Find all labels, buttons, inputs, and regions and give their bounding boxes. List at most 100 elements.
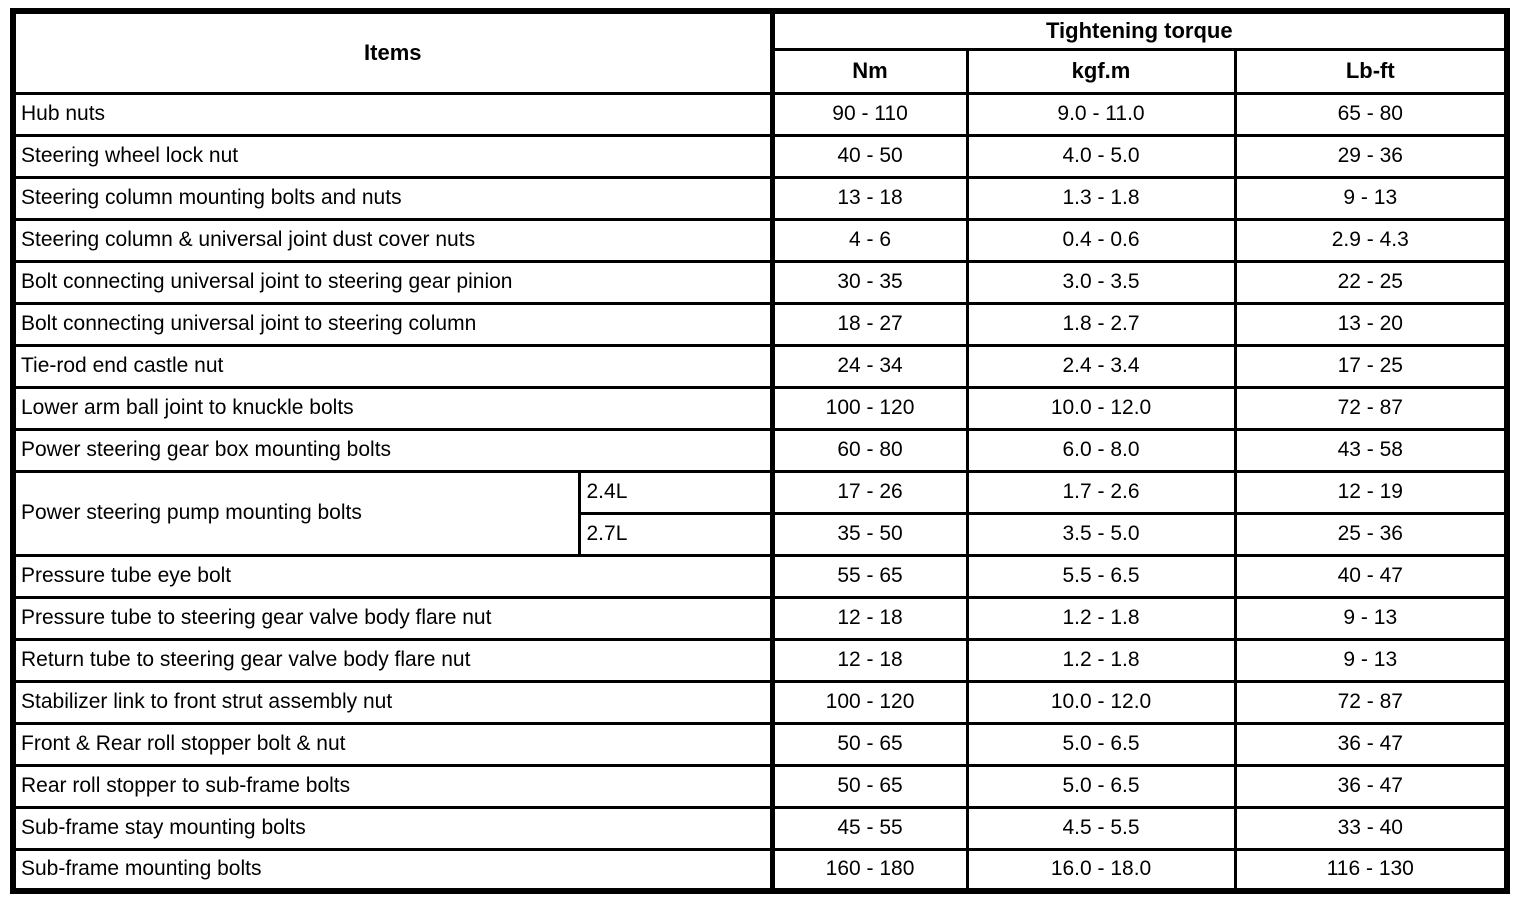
nm-value-cell: 4 - 6 [769,217,969,263]
header-row-units: Nm kgf.m Lb-ft [13,47,1509,95]
table-row: Lower arm ball joint to knuckle bolts 10… [11,385,1509,431]
nm-value-cell: 50 - 65 [769,721,969,767]
table-row: Return tube to steering gear valve body … [11,637,1509,683]
item-cell: Return tube to steering gear valve body … [11,637,774,683]
table-row: Sub-frame mounting bolts 160 - 180 16.0 … [11,847,1509,893]
nm-value-cell: 30 - 35 [769,259,969,305]
nm-value-cell: 100 - 120 [769,385,969,431]
kgfm-value-cell: 1.2 - 1.8 [965,637,1237,683]
lbft-value-cell: 12 - 19 [1233,469,1509,515]
kgfm-value-cell: 4.5 - 5.5 [965,805,1237,851]
item-cell: Rear roll stopper to sub-frame bolts [11,763,774,809]
table-row: Rear roll stopper to sub-frame bolts 50 … [11,763,1509,809]
nm-value-cell: 18 - 27 [769,301,969,347]
nm-value-cell: 50 - 65 [769,763,969,809]
kgfm-value-cell: 10.0 - 12.0 [965,385,1237,431]
kgfm-value-cell: 1.7 - 2.6 [965,469,1237,515]
item-cell: Hub nuts [11,91,774,137]
nm-value-cell: 160 - 180 [769,847,969,893]
table-row: Bolt connecting universal joint to steer… [11,301,1509,347]
nm-value-cell: 60 - 80 [769,427,969,473]
lbft-value-cell: 29 - 36 [1233,133,1509,179]
torque-spec-table: Items Tightening torque Nm kgf.m Lb-ft H… [10,8,1511,894]
lbft-value-cell: 33 - 40 [1233,805,1509,851]
item-cell: Steering wheel lock nut [11,133,774,179]
lbft-value-cell: 25 - 36 [1233,511,1509,557]
nm-value-cell: 24 - 34 [769,343,969,389]
unit-header-lbft: Lb-ft [1233,47,1509,95]
item-cell: Power steering gear box mounting bolts [11,427,774,473]
table-row: Bolt connecting universal joint to steer… [11,259,1509,305]
item-cell: Steering column mounting bolts and nuts [11,175,774,221]
table-row: Sub-frame stay mounting bolts 45 - 55 4.… [11,805,1509,851]
kgfm-value-cell: 1.2 - 1.8 [965,595,1237,641]
table-row: Steering wheel lock nut 40 - 50 4.0 - 5.… [11,133,1509,179]
nm-value-cell: 35 - 50 [769,511,969,557]
lbft-value-cell: 40 - 47 [1233,553,1509,599]
item-cell: Steering column & universal joint dust c… [11,217,774,263]
item-cell: Tie-rod end castle nut [11,343,774,389]
nm-value-cell: 45 - 55 [769,805,969,851]
lbft-value-cell: 116 - 130 [1233,847,1509,893]
lbft-value-cell: 65 - 80 [1233,91,1509,137]
lbft-value-cell: 9 - 13 [1233,637,1509,683]
items-column-header: Items [11,9,774,95]
kgfm-value-cell: 1.3 - 1.8 [965,175,1237,221]
nm-value-cell: 17 - 26 [769,469,969,515]
item-cell: Sub-frame mounting bolts [11,847,774,893]
lbft-value-cell: 36 - 47 [1233,763,1509,809]
lbft-value-cell: 72 - 87 [1233,385,1509,431]
engine-variant-cell: 2.4L [577,469,774,515]
nm-value-cell: 13 - 18 [769,175,969,221]
table-row: Stabilizer link to front strut assembly … [11,679,1509,725]
item-cell: Bolt connecting universal joint to steer… [11,259,774,305]
nm-value-cell: 100 - 120 [769,679,969,725]
kgfm-value-cell: 9.0 - 11.0 [965,91,1237,137]
table-row: Pressure tube eye bolt 55 - 65 5.5 - 6.5… [11,553,1509,599]
lbft-value-cell: 13 - 20 [1233,301,1509,347]
nm-value-cell: 55 - 65 [769,553,969,599]
table-row: Hub nuts 90 - 110 9.0 - 11.0 65 - 80 [11,91,1509,137]
table-row: Tie-rod end castle nut 24 - 34 2.4 - 3.4… [11,343,1509,389]
item-cell: Bolt connecting universal joint to steer… [11,301,774,347]
lbft-value-cell: 17 - 25 [1233,343,1509,389]
unit-header-kgfm: kgf.m [965,47,1237,95]
table-row: Front & Rear roll stopper bolt & nut 50 … [11,721,1509,767]
table-row: Power steering pump mounting bolts 2.4L … [11,469,1509,557]
lbft-value-cell: 36 - 47 [1233,721,1509,767]
engine-variant-cell: 2.7L [577,511,774,557]
nm-value-cell: 90 - 110 [769,91,969,137]
kgfm-value-cell: 2.4 - 3.4 [965,343,1237,389]
kgfm-value-cell: 0.4 - 0.6 [965,217,1237,263]
kgfm-value-cell: 4.0 - 5.0 [965,133,1237,179]
kgfm-value-cell: 1.8 - 2.7 [965,301,1237,347]
item-cell: Stabilizer link to front strut assembly … [11,679,774,725]
table-row: Pressure tube to steering gear valve bod… [11,595,1509,641]
lbft-value-cell: 2.9 - 4.3 [1233,217,1509,263]
kgfm-value-cell: 16.0 - 18.0 [965,847,1237,893]
kgfm-value-cell: 5.5 - 6.5 [965,553,1237,599]
table-row: Power steering gear box mounting bolts 6… [11,427,1509,473]
lbft-value-cell: 9 - 13 [1233,175,1509,221]
item-cell: Front & Rear roll stopper bolt & nut [11,721,774,767]
lbft-value-cell: 9 - 13 [1233,595,1509,641]
kgfm-value-cell: 5.0 - 6.5 [965,763,1237,809]
item-cell: Pressure tube to steering gear valve bod… [11,595,774,641]
unit-header-nm: Nm [769,47,969,95]
item-cell: Power steering pump mounting bolts [11,469,581,557]
item-cell: Pressure tube eye bolt [11,553,774,599]
kgfm-value-cell: 6.0 - 8.0 [965,427,1237,473]
nm-value-cell: 40 - 50 [769,133,969,179]
table-row: Steering column mounting bolts and nuts … [11,175,1509,221]
tightening-torque-header: Tightening torque [769,9,1509,51]
kgfm-value-cell: 5.0 - 6.5 [965,721,1237,767]
kgfm-value-cell: 3.5 - 5.0 [965,511,1237,557]
nm-value-cell: 12 - 18 [769,637,969,683]
header-row-torque: Items Tightening torque [11,9,1509,95]
lbft-value-cell: 72 - 87 [1233,679,1509,725]
kgfm-value-cell: 10.0 - 12.0 [965,679,1237,725]
nm-value-cell: 12 - 18 [769,595,969,641]
item-cell: Lower arm ball joint to knuckle bolts [11,385,774,431]
table-row: Steering column & universal joint dust c… [11,217,1509,263]
